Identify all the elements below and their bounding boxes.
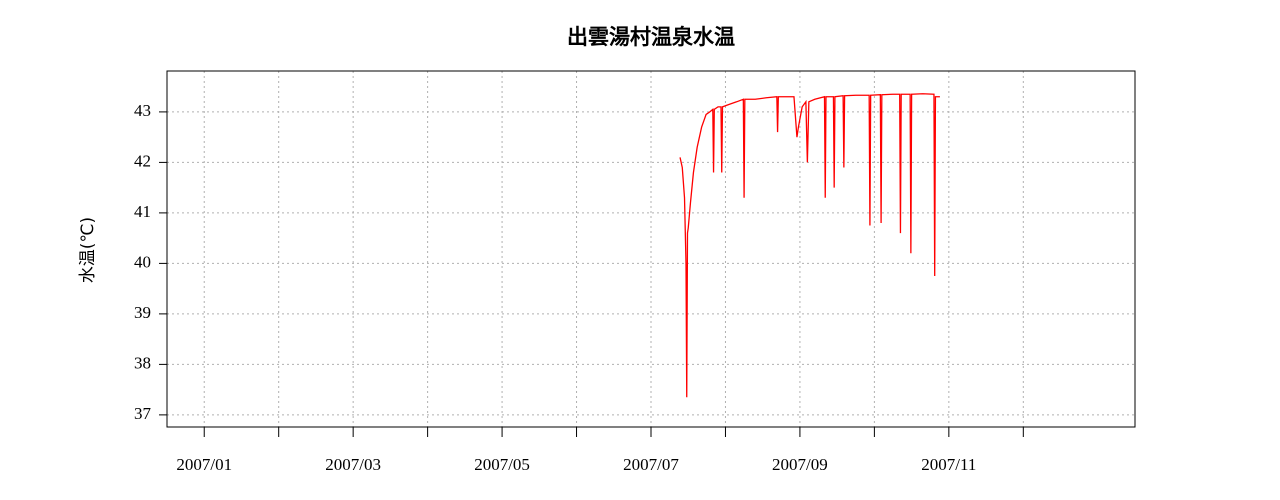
x-tick-label: 2007/03 (325, 455, 381, 474)
y-tick-label: 41 (134, 202, 151, 221)
x-tick-label: 2007/07 (623, 455, 679, 474)
y-tick-label: 40 (134, 252, 151, 271)
y-tick-label: 39 (134, 303, 151, 322)
x-tick-label: 2007/11 (921, 455, 976, 474)
y-axis-label: 水温(℃) (78, 217, 98, 283)
chart-title: 出雲湯村温泉水温 (567, 25, 735, 49)
x-tick-label: 2007/09 (772, 455, 828, 474)
y-tick-label: 42 (134, 151, 151, 170)
plot-frame (166, 70, 1136, 428)
y-tick-label: 37 (134, 404, 152, 423)
data-line (679, 93, 940, 398)
y-tick-label: 38 (134, 353, 151, 372)
x-tick-label: 2007/01 (176, 455, 232, 474)
y-tick-label: 43 (134, 101, 151, 120)
x-tick-label: 2007/05 (474, 455, 530, 474)
